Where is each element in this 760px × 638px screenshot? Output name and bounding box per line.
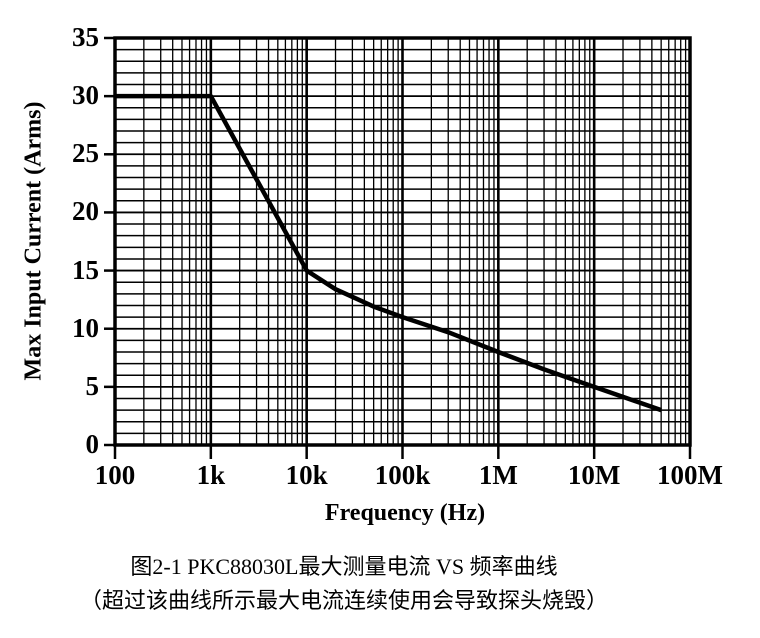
y-tick-label-5: 5 [85,370,100,401]
caption-line-2: （超过该曲线所示最大电流连续使用会导致探头烧毁） [79,588,609,613]
derating-curve [115,93,662,413]
plot-area [104,36,692,459]
x-tick-label-100M: 100M [657,460,723,490]
y-tick-label-30: 30 [72,80,99,111]
x-tick-label-1k: 1k [196,460,226,490]
x-tick-label-1M: 1M [478,460,518,490]
x-tick-label-100k: 100k [374,460,431,490]
y-tick-label-20: 20 [72,196,99,227]
y-tick-label-10: 10 [72,312,99,343]
caption-line-1: 图2-1 PKC88030L最大测量电流 VS 频率曲线 [130,554,558,579]
y-tick-label-25: 25 [72,138,99,169]
y-tick-label-0: 0 [85,428,100,459]
y-tick-label-35: 35 [72,21,99,52]
y-tick-label-15: 15 [72,254,99,285]
x-tick-label-10M: 10M [567,460,621,490]
x-axis-title: Frequency (Hz) [324,500,486,526]
x-tick-label-10k: 10k [285,460,328,490]
figure-caption: 图2-1 PKC88030L最大测量电流 VS 频率曲线 （超过该曲线所示最大电… [80,550,608,618]
x-tick-label-100: 100 [94,460,136,490]
